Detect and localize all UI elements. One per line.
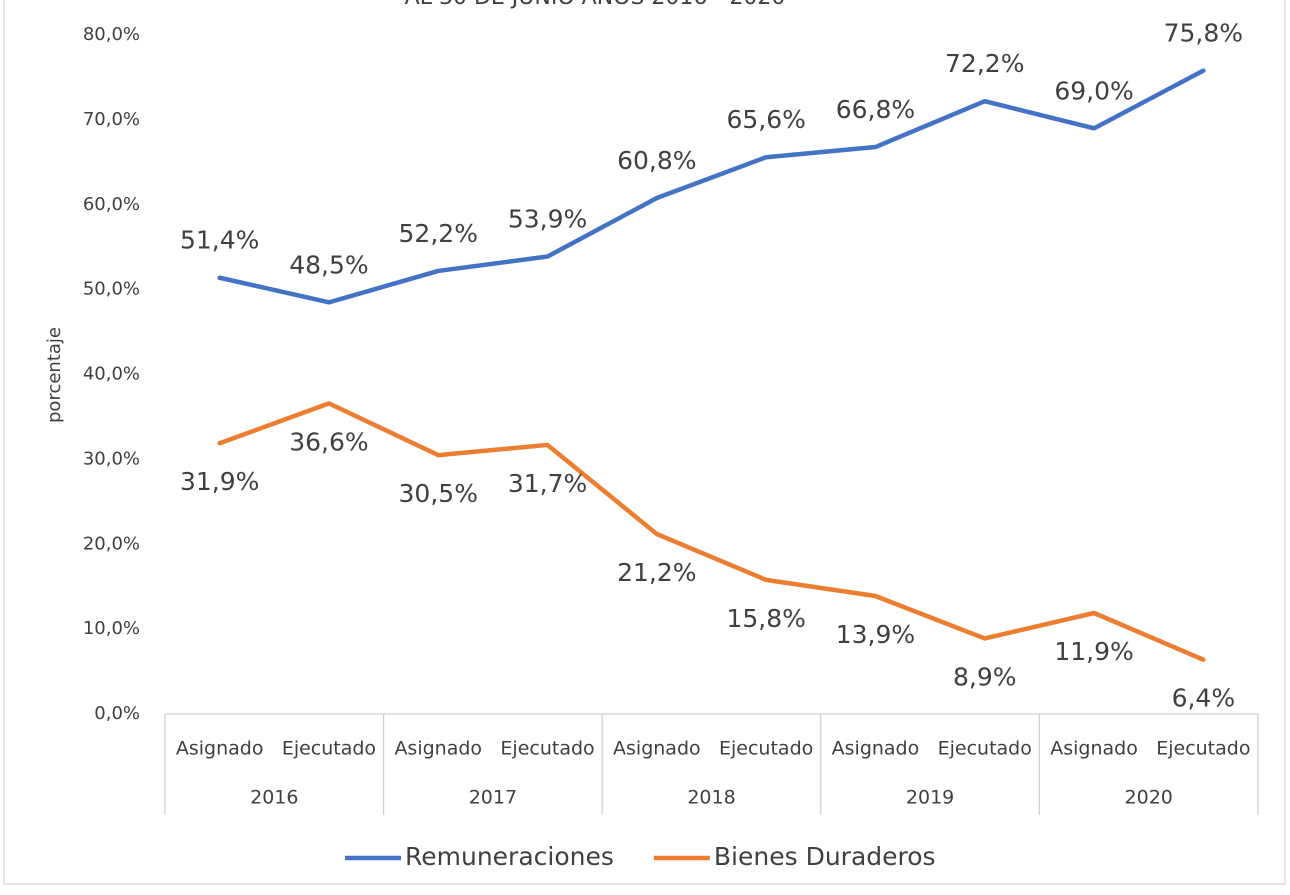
data-label: 6,4% <box>1172 684 1236 713</box>
data-label: 60,8% <box>617 146 696 175</box>
data-label: 13,9% <box>836 620 915 649</box>
group-label: 2020 <box>1125 787 1173 809</box>
legend-label: Bienes Duraderos <box>714 842 936 871</box>
data-label: 51,4% <box>180 226 259 255</box>
x-tick-label: Asignado <box>1050 738 1138 760</box>
chart-title: AL 30 DE JUNIO AÑOS 2016 - 2020 <box>405 0 786 10</box>
data-label: 69,0% <box>1054 76 1133 105</box>
x-tick-label: Ejecutado <box>719 738 813 760</box>
data-label: 72,2% <box>945 49 1024 78</box>
x-tick-label: Asignado <box>394 738 482 760</box>
y-tick-label: 70,0% <box>83 109 140 130</box>
series-line <box>217 401 1206 662</box>
y-tick-label: 60,0% <box>83 194 140 215</box>
data-label: 36,6% <box>289 427 368 456</box>
data-label: 66,8% <box>836 95 915 124</box>
data-label: 52,2% <box>399 219 478 248</box>
chart-frame <box>3 0 1286 885</box>
x-tick-label: Ejecutado <box>1156 738 1250 760</box>
data-label: 75,8% <box>1164 19 1243 48</box>
series-line <box>217 68 1206 305</box>
y-tick-label: 30,0% <box>83 448 140 469</box>
data-label: 53,9% <box>508 205 587 234</box>
group-label: 2017 <box>469 787 517 809</box>
y-tick-label: 10,0% <box>83 618 140 639</box>
group-label: 2016 <box>250 787 298 809</box>
x-tick-label: Asignado <box>613 738 701 760</box>
data-label: 15,8% <box>726 604 805 633</box>
data-label: 31,9% <box>180 467 259 496</box>
y-tick-label: 80,0% <box>83 24 140 45</box>
group-label: 2018 <box>687 787 735 809</box>
data-label: 31,7% <box>508 469 587 498</box>
x-tick-label: Asignado <box>832 738 920 760</box>
y-tick-label: 20,0% <box>83 533 140 554</box>
legend-label: Remuneraciones <box>405 842 614 871</box>
x-tick-label: Asignado <box>176 738 264 760</box>
group-label: 2019 <box>906 787 954 809</box>
data-label: 21,2% <box>617 558 696 587</box>
y-axis-label: porcentaje <box>44 327 65 423</box>
data-label: 30,5% <box>399 479 478 508</box>
data-label: 8,9% <box>953 662 1017 691</box>
data-label: 48,5% <box>289 250 368 279</box>
y-tick-label: 50,0% <box>83 279 140 300</box>
data-label: 65,6% <box>726 105 805 134</box>
y-tick-label: 40,0% <box>83 364 140 385</box>
y-tick-label: 0,0% <box>94 703 140 724</box>
x-tick-label: Ejecutado <box>938 738 1032 760</box>
x-tick-label: Ejecutado <box>282 738 376 760</box>
x-tick-label: Ejecutado <box>500 738 594 760</box>
data-label: 11,9% <box>1054 637 1133 666</box>
